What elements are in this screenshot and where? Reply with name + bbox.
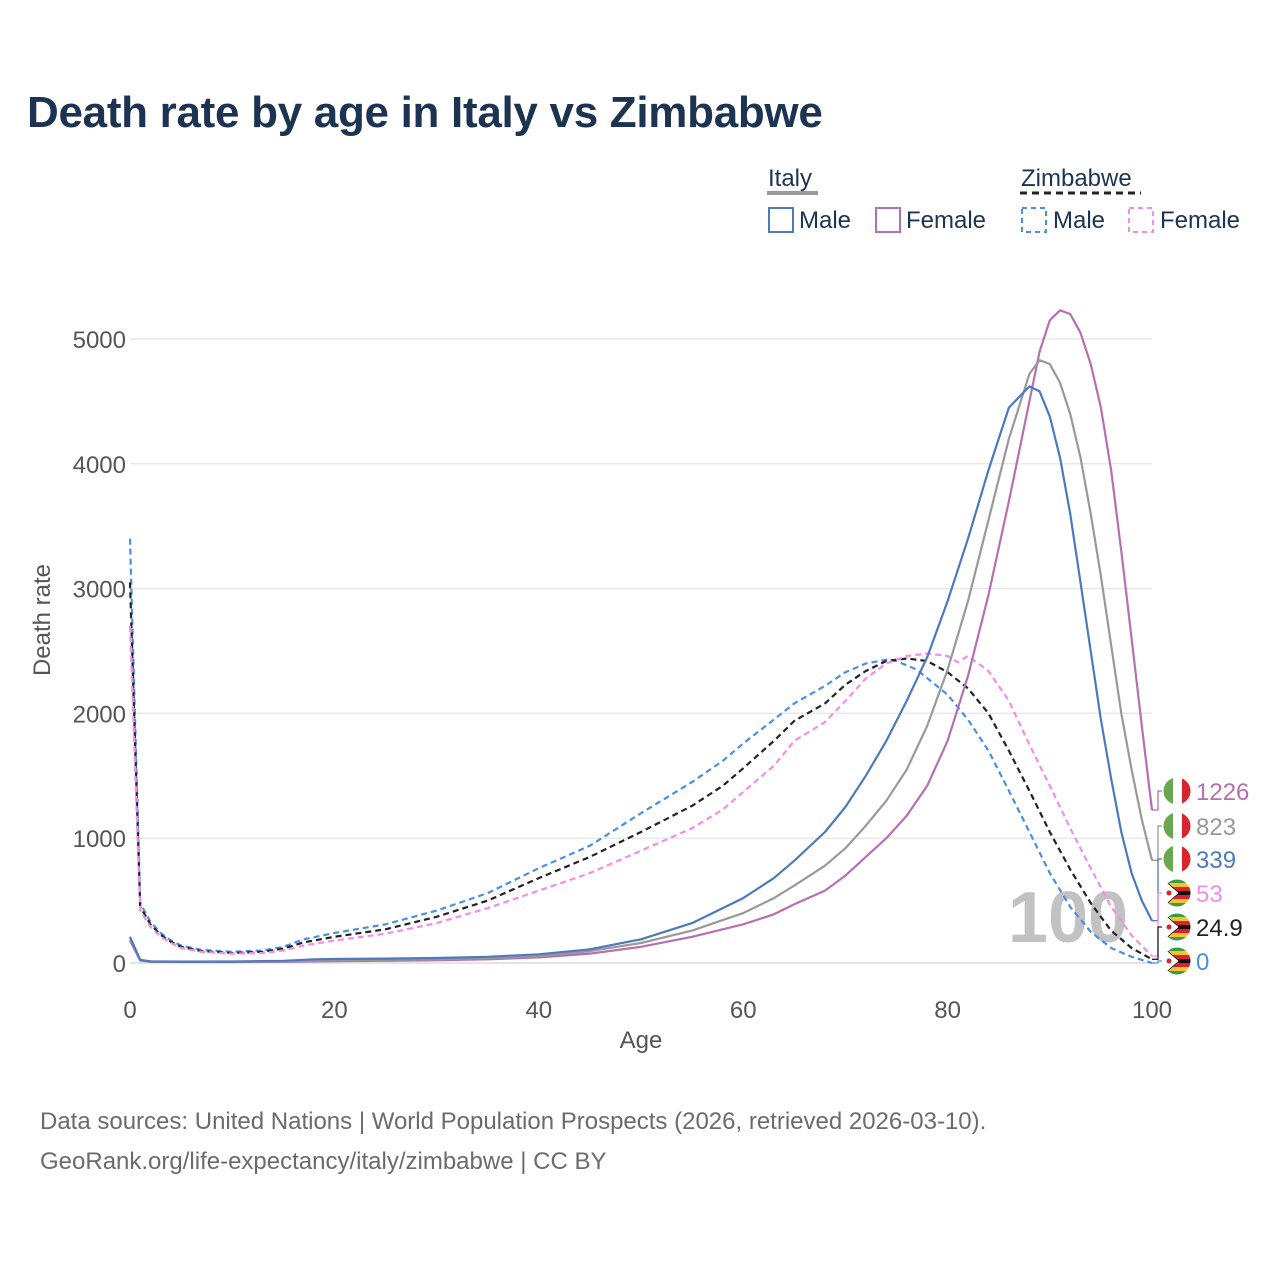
y-tick-label: 5000 [73,327,126,354]
legend-group-zimbabwe[interactable]: Zimbabwe Male Female [1020,165,1240,234]
y-axis-label: Death rate [29,564,56,676]
end-label-connector [1152,790,1162,811]
legend-swatch-italy-male[interactable] [768,207,794,233]
legend: Italy Male Female Zimbabwe Male Female [767,165,1240,234]
legend-label-zimbabwe-male[interactable]: Male [1053,207,1105,234]
end-label-flag-it-female [1162,776,1192,806]
end-label-it-both: 823 [1196,814,1236,841]
gridlines [130,338,1152,964]
y-tick-label: 0 [113,951,126,978]
legend-label-italy-female[interactable]: Female [906,207,986,234]
end-label-zw-female: 53 [1196,881,1223,908]
legend-swatch-italy-female[interactable] [875,207,901,233]
end-label-flag-zw-both [1162,912,1192,942]
end-label-flag-zw-female [1162,878,1192,908]
end-label-connector [1152,858,1162,922]
italy-flag-icon [1163,812,1191,840]
end-labels: 1226 823 339 53 24.9 0 [1152,776,1249,976]
x-tick-label: 20 [321,997,348,1024]
series-line-it-female[interactable] [129,309,1154,964]
y-tick-label: 3000 [73,577,126,604]
y-axis-ticks: 0 1000 2000 3000 4000 5000 [73,327,126,978]
series-line-it-male[interactable] [128,385,1153,963]
y-tick-label: 1000 [73,826,126,853]
chart-title: Death rate by age in Italy vs Zimbabwe [27,88,823,137]
series-layer [128,309,1154,965]
source-line-2[interactable]: GeoRank.org/life-expectancy/italy/zimbab… [40,1148,607,1175]
series-line-it-both[interactable] [128,359,1154,963]
y-tick-label: 4000 [73,452,126,479]
end-label-connector [1152,892,1162,957]
x-tick-label: 80 [934,997,961,1024]
end-label-flag-it-male [1162,844,1192,874]
italy-flag-icon [1163,777,1191,805]
legend-country-italy: Italy [768,165,812,192]
legend-swatch-zimbabwe-female[interactable] [1128,207,1154,233]
x-tick-label: 60 [730,997,757,1024]
series-line-zw-male[interactable] [128,538,1153,965]
zimbabwe-flag-icon [1163,947,1191,975]
x-tick-label: 100 [1132,997,1172,1024]
zimbabwe-flag-icon [1163,913,1191,941]
x-tick-label: 0 [123,997,136,1024]
end-label-connector [1152,960,1162,964]
end-label-flag-it-both [1162,811,1192,841]
series-line-zw-both[interactable] [128,582,1153,961]
end-label-zw-both: 24.9 [1196,915,1243,942]
end-label-it-male: 339 [1196,847,1236,874]
x-axis-ticks: 0 20 40 60 80 100 [123,997,1172,1024]
legend-label-italy-male[interactable]: Male [799,207,851,234]
end-label-connector [1152,825,1162,861]
italy-flag-icon [1163,845,1191,873]
end-label-zw-male: 0 [1196,949,1209,976]
source-line-1: Data sources: United Nations | World Pop… [40,1108,987,1135]
x-tick-label: 40 [525,997,552,1024]
age-watermark: 100 [1008,878,1128,958]
x-axis-label: Age [620,1027,663,1054]
y-tick-label: 2000 [73,701,126,728]
legend-label-zimbabwe-female[interactable]: Female [1160,207,1240,234]
legend-country-zimbabwe: Zimbabwe [1021,165,1132,192]
end-label-flag-zw-male [1162,946,1192,976]
zimbabwe-flag-icon [1163,879,1191,907]
legend-group-italy[interactable]: Italy Male Female [767,165,986,234]
end-label-it-female: 1226 [1196,779,1249,806]
series-line-zw-female[interactable] [128,625,1153,957]
legend-swatch-zimbabwe-male[interactable] [1021,207,1047,233]
end-label-connector [1152,926,1162,960]
